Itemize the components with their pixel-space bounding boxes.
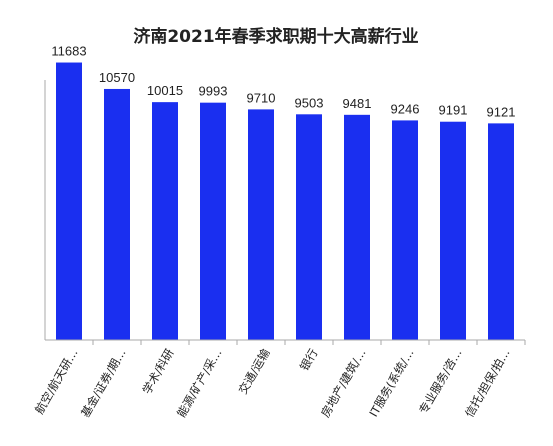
category-tick-label: 学术/科研 bbox=[140, 346, 177, 397]
bar-1 bbox=[56, 62, 82, 341]
bar-value-label: 10015 bbox=[147, 83, 183, 98]
bar-value-label: 9710 bbox=[247, 90, 276, 105]
category-tick-label: 房地产/建筑/… bbox=[318, 346, 368, 419]
category-tick-label: IT服务(系统/… bbox=[366, 346, 416, 419]
category-tick-label: 专业服务/咨… bbox=[416, 346, 465, 416]
category-tick-label: 基金/证券/期… bbox=[78, 346, 128, 419]
bar-7 bbox=[344, 114, 370, 340]
bar-value-label: 9481 bbox=[343, 96, 372, 111]
value-labels-layer: 11683 10570 10015 9993 9710 9503 9481 9246 9191 9… bbox=[51, 44, 515, 120]
bar-10 bbox=[488, 123, 514, 340]
bar-3 bbox=[152, 102, 178, 340]
bar-value-label: 9191 bbox=[439, 103, 468, 118]
bar-9 bbox=[440, 121, 466, 341]
bar-value-label: 9993 bbox=[199, 84, 228, 99]
bars-layer bbox=[56, 62, 514, 341]
bar-8 bbox=[392, 120, 418, 340]
category-tick-label: 信托/担保/拍… bbox=[462, 346, 512, 419]
category-tick-label: 能源/矿产/采… bbox=[174, 346, 224, 419]
bar-value-label: 10570 bbox=[99, 70, 135, 85]
bar-value-label: 9121 bbox=[487, 104, 516, 119]
bar-6 bbox=[296, 114, 322, 341]
category-tick-label: 交通/运输 bbox=[236, 346, 273, 397]
bar-2 bbox=[104, 88, 130, 341]
bar-4 bbox=[200, 102, 226, 340]
bar-value-label: 11683 bbox=[51, 44, 86, 59]
bar-5 bbox=[248, 109, 274, 340]
category-tick-label: 银行 bbox=[297, 346, 321, 373]
chart-title: 济南2021年春季求职期十大高薪行业 bbox=[133, 26, 418, 47]
bar-value-label: 9246 bbox=[391, 101, 420, 116]
category-tick-label: 航空/航天研… bbox=[32, 346, 81, 416]
bar-value-label: 9503 bbox=[295, 95, 324, 110]
axis-layer bbox=[44, 80, 526, 345]
